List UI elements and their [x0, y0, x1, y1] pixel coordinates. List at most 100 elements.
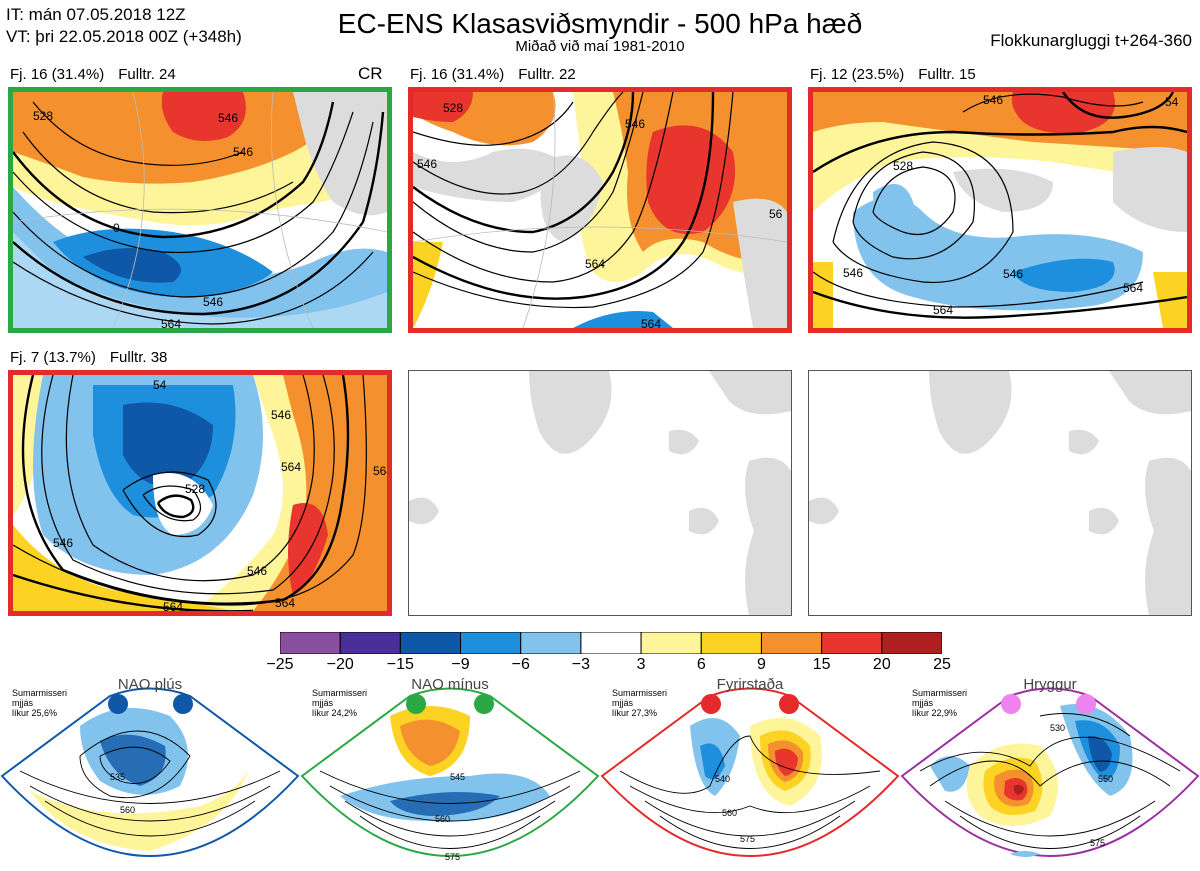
initial-time: IT: mán 07.05.2018 12Z [6, 5, 186, 24]
header-run-info: IT: mán 07.05.2018 12Z VT: þri 22.05.201… [6, 4, 242, 48]
valid-time: VT: þri 22.05.2018 00Z (+348h) [6, 27, 242, 46]
colorbar-tick-label: 20 [872, 656, 891, 673]
cluster-1-contour-label: 528 [33, 109, 53, 123]
cluster-3-contour-label: 546 [983, 93, 1003, 107]
regime-4-note-line: líkur 22,9% [912, 708, 958, 718]
colorbar-swatch [881, 631, 943, 655]
cluster-4-map: 528 546 546 564 564 546 564 564 54 [8, 370, 392, 616]
empty-map-2 [808, 370, 1192, 616]
colorbar [279, 631, 943, 655]
cluster-3-label: Fj. 12 (23.5%) Fulltr. 15 [810, 66, 990, 83]
regime-2-contour-label: 560 [435, 814, 450, 824]
regime-1-note-line: líkur 25,6% [12, 708, 58, 718]
regime-2-name: NAO mínus [411, 676, 489, 693]
cluster-1-contour-label: 546 [203, 295, 223, 309]
colorbar-tick-label: 3 [636, 656, 646, 673]
colorbar-swatch [760, 631, 823, 655]
colorbar-tick-label: −6 [511, 656, 530, 673]
regime-1-contour-label: 535 [110, 772, 125, 782]
cluster-4-contour-label: 54 [153, 378, 167, 392]
regime-2-note-line: mjjás [312, 698, 334, 708]
regime-4-contour-label: 530 [1050, 723, 1065, 733]
cluster-1-tag: CR [358, 64, 383, 83]
cluster-4-contour-label: 546 [53, 536, 73, 550]
regime-3-name: Fyrirstaða [716, 676, 784, 693]
cluster-3-contour-label: 54 [1165, 95, 1179, 109]
colorbar-swatch [279, 631, 341, 655]
classification-window: Flokkunargluggi t+264-360 [990, 31, 1192, 50]
regime-2-note-line: líkur 24,2% [312, 708, 358, 718]
regime-3-contour-label: 540 [715, 774, 730, 784]
cluster-2-contour-label: 564 [585, 257, 605, 271]
cluster-4-contour-label: 528 [185, 482, 205, 496]
cluster-2-contour-label: 528 [443, 101, 463, 115]
regime-4-contour-label: 550 [1098, 774, 1113, 784]
colorbar-swatch [821, 631, 883, 655]
colorbar-swatch [640, 631, 702, 655]
colorbar-tick-label: 6 [696, 656, 706, 673]
regime-4-note-line: mjjás [912, 698, 934, 708]
regime-nao-minus: 545 560 575 NAO mínus Sumarmisseri mjjás… [300, 676, 600, 871]
regime-1-name: NAO plús [117, 676, 183, 693]
regime-1-note: Sumarmisseri mjjás líkur 25,6% [12, 688, 67, 718]
colorbar-tick-label: −9 [451, 656, 470, 673]
cluster-4-contour-label: 546 [247, 564, 267, 578]
regime-1-note-line: mjjás [12, 698, 34, 708]
colorbar-swatch [520, 631, 582, 655]
regime-1-note-line: Sumarmisseri [12, 688, 68, 698]
colorbar-swatches [279, 631, 943, 655]
cluster-3-contour-label: 546 [1003, 267, 1023, 281]
colorbar-swatch [580, 631, 642, 655]
cluster-4-label: Fj. 7 (13.7%) Fulltr. 38 [10, 349, 181, 366]
regime-nao-plus: 535 560 NAO plús Sumarmisseri mjjás líku… [0, 676, 300, 871]
colorbar-tick-label: 9 [757, 656, 766, 673]
colorbar-tick-label: −3 [571, 656, 591, 673]
colorbar-tick-label: −15 [386, 656, 414, 673]
cluster-1-label: Fj. 16 (31.4%) Fulltr. 24 [10, 66, 190, 83]
cluster-3-map: 546 528 546 564 546 564 54 [808, 87, 1192, 333]
cluster-1-map: 528 546 546 564 0 546 [8, 87, 392, 333]
regime-2-contour-label: 545 [450, 772, 465, 782]
page-title: EC-ENS Klasasviðsmyndir - 500 hPa hæð [337, 8, 863, 39]
cluster-2-contour-label: 546 [625, 117, 645, 131]
cluster-2-contour-label: 56 [769, 207, 783, 221]
colorbar-tick-label: 25 [933, 656, 951, 673]
regime-3-note-line: mjjás [612, 698, 634, 708]
cluster-1-fulltr: Fulltr. 24 [118, 66, 176, 83]
regime-3-note-line: líkur 27,3% [612, 708, 658, 718]
cluster-2-map: 528 546 564 546 564 56 [408, 87, 792, 333]
cluster-3-contour-label: 528 [893, 159, 913, 173]
cluster-4-contour-label: 564 [281, 460, 301, 474]
regime-4-note: Sumarmisseri mjjás líkur 22,9% [912, 688, 967, 718]
regime-ridge: 530 550 575 Hryggur Sumarmisseri mjjás l… [900, 676, 1200, 871]
cluster-1-contour-label: 0 [113, 221, 120, 235]
regime-2-contour-label: 575 [445, 852, 460, 862]
cluster-4-contour-label: 564 [275, 596, 295, 610]
cluster-3-contour-label: 546 [843, 266, 863, 280]
cluster-2-contour-label: 546 [417, 157, 437, 171]
colorbar-swatch [339, 631, 401, 655]
cluster-2-label: Fj. 16 (31.4%) Fulltr. 22 [410, 66, 590, 83]
cluster-3-fj: Fj. 12 (23.5%) [810, 66, 905, 83]
colorbar-swatch [399, 631, 462, 655]
colorbar-tick-label: 15 [812, 656, 831, 673]
cluster-4-contour-label: 546 [271, 408, 291, 422]
regime-blocking: 540 560 575 Fyrirstaða Sumarmisseri mjjá… [600, 676, 900, 871]
cluster-1-contour-label: 564 [161, 317, 181, 328]
regime-4-note-line: Sumarmisseri [912, 688, 968, 698]
regime-3-note-line: Sumarmisseri [612, 688, 668, 698]
empty-map-1 [408, 370, 792, 616]
regime-2-note-line: Sumarmisseri [312, 688, 368, 698]
page-subtitle: Miðað við maí 1981-2010 [515, 38, 685, 55]
cluster-2-fulltr: Fulltr. 22 [518, 66, 576, 83]
regime-4-contour-label: 575 [1090, 838, 1105, 848]
cluster-1-contour-label: 546 [233, 145, 253, 159]
cluster-3-contour-label: 564 [933, 303, 953, 317]
colorbar-swatch [700, 631, 762, 655]
cluster-2-fj: Fj. 16 (31.4%) [410, 66, 505, 83]
colorbar-tick-label: −25 [266, 656, 294, 673]
colorbar-swatch [460, 631, 522, 655]
colorbar-tick-label: −20 [326, 656, 354, 673]
cluster-2-contour-label: 564 [641, 317, 661, 328]
cluster-3-contour-label: 564 [1123, 281, 1143, 295]
